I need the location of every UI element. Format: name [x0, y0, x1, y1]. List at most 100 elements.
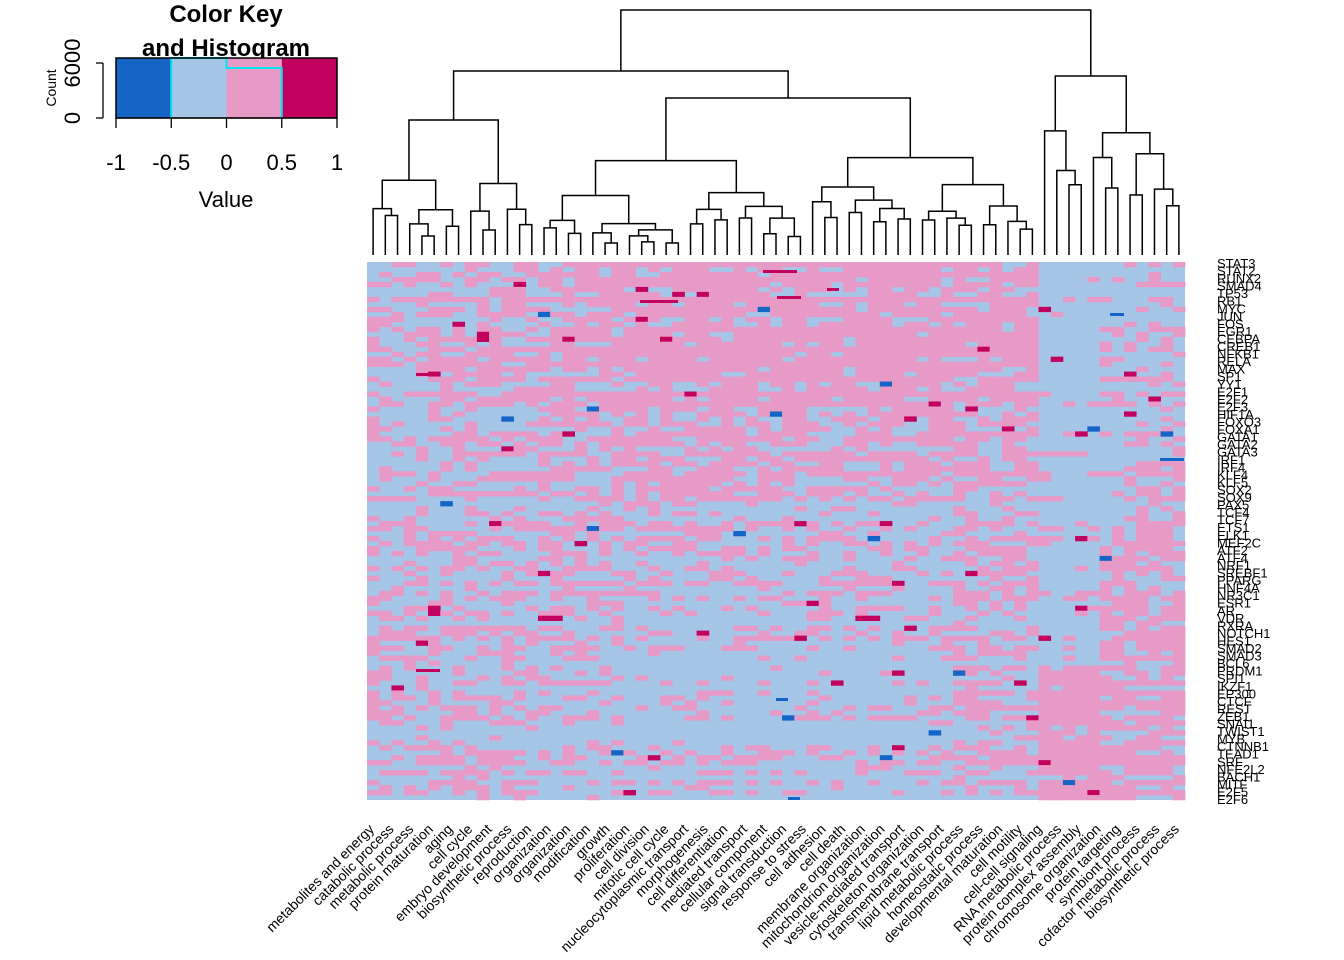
heatmap-cell: [1160, 700, 1174, 706]
heatmap-cell: [1160, 461, 1174, 467]
heatmap-cell: [1111, 471, 1125, 477]
heatmap-cell: [916, 266, 930, 273]
heatmap-cell: [440, 590, 453, 597]
heatmap-cell: [782, 426, 795, 432]
heatmap-cell: [879, 341, 893, 347]
heatmap-cell: [415, 511, 429, 517]
heatmap-cell: [879, 466, 893, 472]
heatmap-cell: [476, 351, 490, 357]
heatmap-cell: [1111, 401, 1125, 407]
heatmap-cell: [708, 296, 722, 303]
heatmap-cell: [782, 391, 795, 397]
heatmap-cell: [794, 426, 807, 432]
heatmap-cell: [940, 655, 954, 661]
heatmap-cell: [977, 311, 991, 318]
heatmap-cell: [598, 291, 612, 298]
heatmap-cell: [1172, 516, 1186, 522]
row-label: SPI1: [1217, 671, 1245, 686]
heatmap-cell: [1111, 526, 1125, 532]
heatmap-cell: [855, 346, 868, 352]
heatmap-cell: [1014, 645, 1027, 651]
heatmap-cell: [769, 286, 783, 293]
heatmap-cell: [855, 580, 868, 587]
heatmap-cell: [696, 316, 710, 323]
heatmap-cell: [1123, 431, 1137, 437]
row-label: CTNNB1: [1217, 739, 1269, 754]
heatmap-cell: [782, 481, 795, 487]
heatmap-cell: [696, 371, 710, 377]
heatmap-cell: [989, 341, 1003, 347]
heatmap-cell: [1087, 426, 1100, 432]
dendrogram-link: [946, 217, 966, 255]
heatmap-cell: [916, 321, 930, 328]
heatmap-cell: [769, 331, 783, 338]
heatmap-cell: [891, 715, 905, 721]
heatmap-cell: [1014, 326, 1027, 333]
heatmap-cell: [598, 700, 612, 706]
heatmap-cell: [977, 690, 991, 696]
heatmap-cell: [769, 266, 783, 273]
heatmap-cell: [867, 321, 881, 328]
heatmap-cell: [550, 555, 563, 562]
heatmap-cell: [1172, 630, 1186, 636]
heatmap-cell: [1062, 595, 1076, 602]
heatmap-cell: [977, 316, 991, 323]
heatmap-cell: [733, 426, 746, 432]
heatmap-cell: [672, 266, 685, 273]
heatmap-cell: [452, 411, 466, 417]
row-label: RUNX2: [1217, 271, 1261, 286]
heatmap-cell: [428, 331, 441, 338]
heatmap-cell: [721, 431, 734, 437]
heatmap-cell: [367, 675, 380, 681]
heatmap-cell: [769, 301, 783, 308]
heatmap-cell: [415, 745, 429, 751]
heatmap-cell: [757, 351, 771, 357]
heatmap-cell: [660, 526, 673, 532]
heatmap-cell: [635, 391, 649, 397]
heatmap-cell: [1099, 431, 1113, 437]
heatmap-cell: [708, 281, 722, 288]
heatmap-cell: [464, 341, 478, 347]
heatmap-cell: [574, 451, 588, 457]
heatmap-cell: [513, 670, 527, 676]
heatmap-cell: [660, 356, 673, 362]
heatmap-cell: [733, 471, 746, 477]
heatmap-cell: [660, 341, 673, 347]
heatmap-cell: [843, 441, 856, 447]
heatmap-cell: [452, 346, 466, 352]
heatmap-cell: [989, 535, 1003, 542]
heatmap-cell: [562, 565, 575, 572]
heatmap-cell: [525, 780, 539, 786]
heatmap-cell: [965, 545, 978, 552]
heatmap-cell: [879, 441, 893, 447]
heatmap-cell: [1014, 461, 1027, 467]
heatmap-cell: [1026, 316, 1039, 323]
heatmap-cell: [464, 262, 478, 268]
heatmap-cell: [916, 401, 930, 407]
heatmap-cell: [1014, 535, 1027, 542]
heatmap-cell: [721, 411, 734, 417]
heatmap-cell: [708, 286, 722, 293]
dendrogram-link: [418, 209, 454, 227]
heatmap-cell: [1111, 655, 1125, 661]
heatmap-cell: [391, 316, 405, 323]
row-label: MEF2C: [1217, 535, 1261, 550]
heatmap-cell: [989, 765, 1003, 771]
heatmap-cell: [965, 521, 978, 527]
heatmap-cell: [660, 351, 673, 357]
heatmap-cell: [1075, 431, 1088, 437]
heatmap-cell: [1062, 670, 1076, 676]
row-label: SMAD2: [1217, 641, 1262, 656]
dendrogram-link: [1101, 131, 1151, 158]
heatmap-cell: [684, 351, 698, 357]
heatmap-cell: [1123, 262, 1137, 268]
heatmap-cell: [660, 421, 673, 427]
heatmap-cell: [1172, 680, 1186, 686]
heatmap-cell: [733, 516, 746, 522]
value-tick-label: -1: [106, 150, 126, 175]
heatmap-cell: [708, 336, 722, 342]
heatmap-cell: [415, 680, 429, 686]
heatmap-cell: [818, 531, 832, 537]
heatmap-cell: [904, 276, 917, 283]
heatmap-cell: [769, 396, 783, 402]
